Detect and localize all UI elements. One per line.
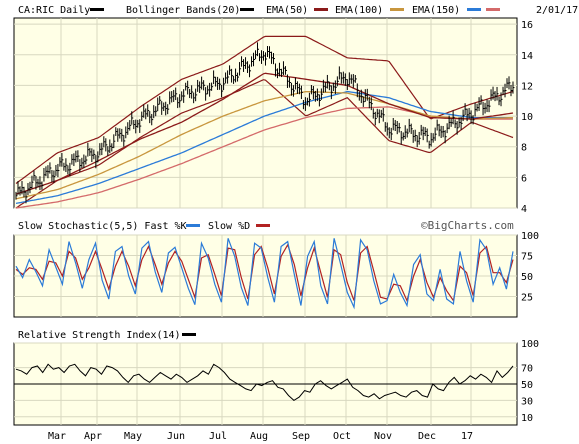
watermark: ©BigCharts.com: [421, 219, 514, 232]
bollinger-upper-line: [15, 35, 514, 184]
grid-lines: [14, 18, 517, 425]
x-tick-label: Sep: [292, 431, 310, 442]
x-tick-label: Jul: [209, 431, 227, 442]
x-tick-label: Aug: [250, 431, 268, 442]
y-axis-ticks: 4 6 8 10 12 14 16 25 50 75 100 10 30 50 70 100: [521, 20, 539, 424]
study-label-3: EMA(150): [412, 5, 460, 16]
price-y-tick: 4: [521, 204, 527, 215]
bollinger-lower-line: [15, 79, 514, 209]
stoch-y-tick: 75: [521, 252, 533, 263]
price-y-tick: 16: [521, 20, 533, 31]
stoch-y-tick: 25: [521, 293, 533, 304]
price-y-tick: 10: [521, 112, 533, 123]
rsi-plot: [15, 363, 514, 402]
study-swatch-2: [390, 8, 404, 11]
slow-d-label: Slow %D: [208, 221, 250, 232]
study-label-2: EMA(100): [335, 5, 383, 16]
study-swatch-4: [486, 8, 500, 11]
price-y-tick: 8: [521, 143, 527, 154]
rsi-y-tick: 50: [521, 380, 533, 391]
study-swatch-0: [240, 8, 254, 11]
stoch-y-tick: 100: [521, 231, 539, 242]
price-y-tick: 12: [521, 81, 533, 92]
rsi-swatch: [182, 333, 196, 336]
x-tick-label: Nov: [374, 431, 392, 442]
x-tick-label: Oct: [333, 431, 351, 442]
x-tick-label: Dec: [418, 431, 436, 442]
rsi-y-tick: 30: [521, 396, 533, 407]
ema150-line: [15, 90, 513, 205]
rsi-y-tick: 10: [521, 413, 533, 424]
stochastic-plot: [15, 238, 514, 310]
price-y-tick: 14: [521, 51, 533, 62]
study-label-1: EMA(50): [266, 5, 308, 16]
study-swatch-3: [467, 8, 481, 11]
slow-d-swatch: [256, 224, 270, 227]
ticker-swatch: [90, 8, 104, 11]
x-tick-label: Apr: [84, 431, 102, 442]
x-tick-label: Jun: [167, 431, 185, 442]
header-date: 2/01/17: [536, 5, 578, 16]
stochastic-title: Slow Stochastic(5,5) Fast %K: [18, 221, 187, 232]
price-y-tick: 6: [521, 173, 527, 184]
x-tick-label: Mar: [48, 431, 66, 442]
rsi-title: Relative Strength Index(14): [18, 330, 181, 341]
study-label-0: Bollinger Bands(20): [126, 5, 240, 16]
x-tick-label: 17: [461, 431, 473, 442]
study-swatch-1: [314, 8, 328, 11]
ema100-line: [15, 90, 514, 200]
ema50-line: [15, 72, 514, 195]
price-plot: [15, 35, 515, 209]
rsi-y-tick: 100: [521, 339, 539, 350]
stoch-y-tick: 50: [521, 272, 533, 283]
chart-header: CA:RIC Daily Bollinger Bands(20) EMA(50)…: [18, 5, 578, 16]
x-tick-label: May: [124, 431, 142, 442]
fast-k-swatch: [186, 224, 200, 227]
rsi-y-tick: 70: [521, 364, 533, 375]
fast-k-line: [15, 238, 514, 310]
rsi-line: [15, 363, 514, 402]
price-panel: [13, 17, 518, 209]
x-axis-ticks: Mar Apr May Jun Jul Aug Sep Oct Nov Dec 17: [48, 431, 473, 442]
ticker-label: CA:RIC Daily: [18, 5, 90, 16]
